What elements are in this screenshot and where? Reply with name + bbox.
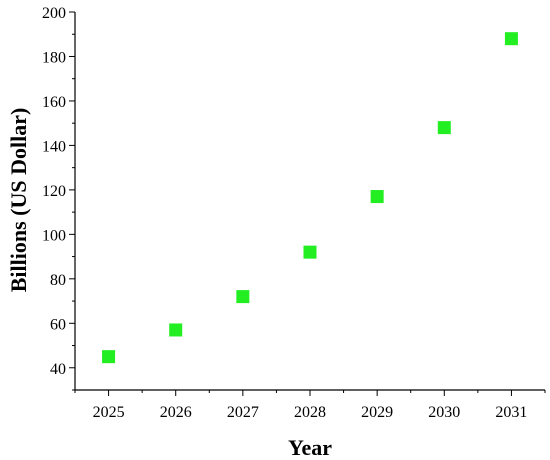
data-point: [370, 190, 384, 204]
y-tick-label: 140: [42, 138, 66, 155]
y-tick-label: 40: [50, 361, 66, 378]
y-tick-label: 60: [50, 316, 66, 333]
data-point: [102, 350, 116, 364]
y-tick-label: 160: [42, 94, 66, 111]
x-tick-label: 2029: [361, 404, 393, 421]
y-tick-label: 200: [42, 5, 66, 22]
data-point: [236, 290, 250, 304]
data-point: [303, 245, 317, 259]
y-tick-label: 100: [42, 227, 66, 244]
x-tick-label: 2027: [227, 404, 259, 421]
x-tick-label: 2031: [495, 404, 527, 421]
data-point: [504, 32, 518, 46]
x-tick-label: 2030: [428, 404, 460, 421]
data-point: [437, 121, 451, 135]
y-tick-label: 80: [50, 272, 66, 289]
x-axis-title: Year: [288, 435, 332, 460]
y-ticks: 40 60 80 100 120 140 160 180 200: [42, 5, 75, 391]
x-tick-label: 2026: [160, 404, 192, 421]
y-tick-label: 180: [42, 49, 66, 66]
axes: [74, 12, 545, 391]
y-axis-title: Billions (US Dollar): [6, 108, 31, 293]
data-points: [102, 32, 518, 364]
y-tick-label: 120: [42, 183, 66, 200]
x-ticks: 2025 2026 2027 2028 2029 2030 2031: [74, 390, 546, 421]
x-tick-label: 2025: [93, 404, 125, 421]
data-point: [169, 323, 183, 337]
x-tick-label: 2028: [294, 404, 326, 421]
